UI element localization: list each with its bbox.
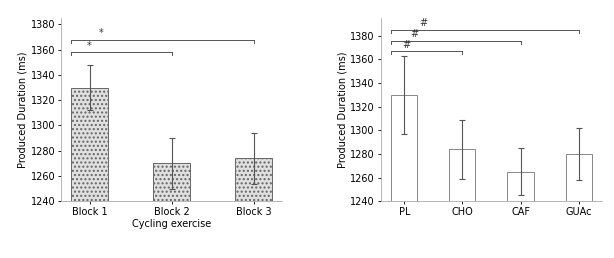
Bar — [154, 163, 190, 258]
Text: *: * — [87, 41, 91, 51]
Text: #: # — [402, 40, 410, 50]
X-axis label: Cycling exercise: Cycling exercise — [132, 219, 211, 229]
Text: *: * — [99, 28, 104, 38]
Y-axis label: Produced Duration (ms): Produced Duration (ms) — [18, 51, 28, 168]
Text: #: # — [419, 18, 427, 28]
Bar — [507, 172, 534, 258]
Bar — [235, 158, 272, 258]
Bar — [391, 95, 418, 258]
Text: #: # — [411, 29, 419, 39]
Bar — [565, 154, 592, 258]
Bar — [449, 149, 475, 258]
Y-axis label: Produced Duration (ms): Produced Duration (ms) — [338, 51, 348, 168]
Bar — [71, 87, 108, 258]
